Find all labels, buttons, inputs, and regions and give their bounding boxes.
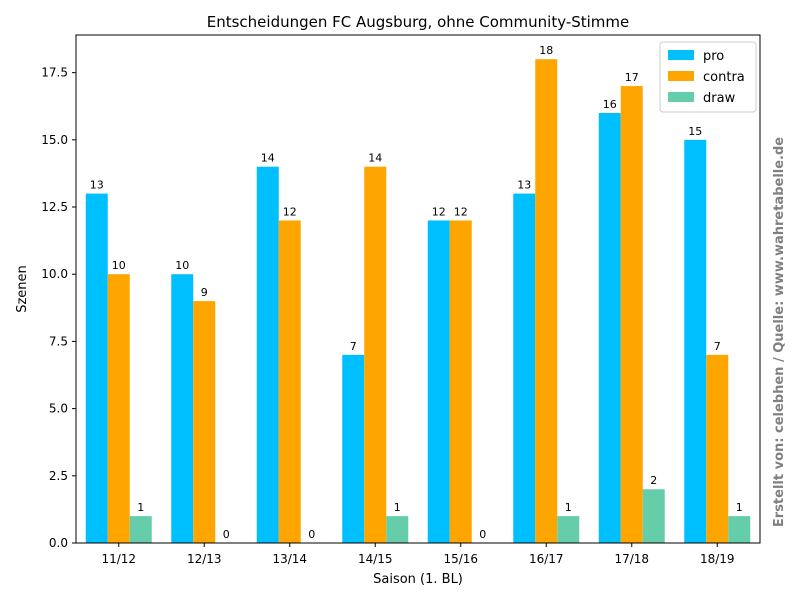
y-tick-label: 15.0 — [41, 133, 68, 147]
data-label-draw-11-12: 1 — [137, 501, 144, 514]
legend-swatch-contra — [668, 71, 694, 81]
data-label-pro-14-15: 7 — [350, 340, 357, 353]
x-tick-label: 12/13 — [187, 552, 222, 566]
y-tick-label: 12.5 — [41, 200, 68, 214]
y-tick-label: 0.0 — [49, 536, 68, 550]
data-label-contra-14-15: 14 — [368, 152, 382, 165]
y-tick-label: 7.5 — [49, 334, 68, 348]
bar-draw-16-17 — [557, 516, 580, 543]
bar-contra-16-17 — [535, 59, 558, 543]
bar-pro-18-19 — [684, 139, 707, 544]
y-tick-label: 5.0 — [49, 402, 68, 416]
x-axis-label: Saison (1. BL) — [373, 572, 463, 587]
data-labels-layer: 13 10 1 10 9 0 14 12 0 7 14 1 12 12 0 13 18 1 16 17 2 15 7 1 — [90, 44, 743, 541]
data-label-contra-12-13: 9 — [201, 286, 208, 299]
bar-contra-14-15 — [364, 166, 387, 543]
bar-pro-13-14 — [256, 166, 279, 543]
data-label-contra-18-19: 7 — [714, 340, 721, 353]
plot-frame — [75, 34, 761, 544]
x-tick-label: 14/15 — [358, 552, 393, 566]
x-tick-label: 18/19 — [700, 552, 735, 566]
legend-label-draw: draw — [703, 91, 736, 106]
bar-pro-11-12 — [85, 193, 108, 543]
x-tick-label: 11/12 — [101, 552, 136, 566]
data-label-pro-17-18: 16 — [603, 98, 617, 111]
bar-pro-12-13 — [171, 274, 194, 543]
y-tick-label: 17.5 — [41, 66, 68, 80]
axes-layer: 11/12 12/13 13/14 14/15 15/16 16/17 17/18 18/19… — [41, 34, 761, 566]
data-label-draw-15-16: 0 — [479, 528, 486, 541]
data-label-draw-16-17: 1 — [565, 501, 572, 514]
bar-contra-18-19 — [706, 354, 729, 543]
bar-contra-12-13 — [193, 301, 216, 543]
bar-pro-17-18 — [598, 112, 621, 544]
data-label-contra-11-12: 10 — [112, 259, 126, 272]
chart-title: Entscheidungen FC Augsburg, ohne Communi… — [207, 13, 630, 31]
bar-draw-14-15 — [386, 516, 409, 543]
bar-pro-14-15 — [342, 354, 365, 543]
data-label-pro-18-19: 15 — [688, 125, 702, 138]
data-label-contra-17-18: 17 — [625, 71, 639, 84]
bar-contra-17-18 — [620, 86, 643, 543]
data-label-pro-16-17: 13 — [517, 179, 531, 192]
data-label-contra-15-16: 12 — [454, 205, 468, 218]
data-label-contra-13-14: 12 — [283, 205, 297, 218]
legend-label-contra: contra — [703, 70, 745, 85]
data-label-draw-14-15: 1 — [394, 501, 401, 514]
x-tick-label: 15/16 — [443, 552, 478, 566]
bar-contra-13-14 — [278, 220, 301, 543]
legend-swatch-pro — [668, 50, 694, 60]
data-label-pro-12-13: 10 — [175, 259, 189, 272]
legend: pro contra draw — [659, 41, 757, 113]
data-label-draw-17-18: 2 — [650, 474, 657, 487]
x-tick-label: 16/17 — [529, 552, 564, 566]
bar-contra-11-12 — [107, 274, 130, 543]
bar-pro-15-16 — [427, 220, 450, 543]
data-label-draw-13-14: 0 — [308, 528, 315, 541]
bar-contra-15-16 — [449, 220, 472, 543]
y-tick-label: 10.0 — [41, 267, 68, 281]
data-label-draw-18-19: 1 — [736, 501, 743, 514]
data-label-pro-15-16: 12 — [432, 205, 446, 218]
y-axis-label: Szenen — [15, 265, 30, 313]
bar-draw-17-18 — [642, 489, 665, 543]
data-label-contra-16-17: 18 — [539, 44, 553, 57]
bar-draw-18-19 — [728, 516, 751, 543]
x-tick-label: 13/14 — [272, 552, 307, 566]
data-label-pro-13-14: 14 — [261, 152, 275, 165]
data-label-draw-12-13: 0 — [223, 528, 230, 541]
bar-pro-16-17 — [513, 193, 536, 543]
source-watermark: Erstellt von: celebhen / Quelle: www.wah… — [772, 137, 787, 527]
x-tick-label: 17/18 — [614, 552, 649, 566]
bars-layer — [85, 59, 751, 544]
legend-swatch-draw — [668, 92, 694, 102]
bar-draw-11-12 — [129, 516, 152, 543]
data-label-pro-11-12: 13 — [90, 179, 104, 192]
y-tick-label: 2.5 — [49, 469, 68, 483]
legend-label-pro: pro — [703, 49, 724, 64]
